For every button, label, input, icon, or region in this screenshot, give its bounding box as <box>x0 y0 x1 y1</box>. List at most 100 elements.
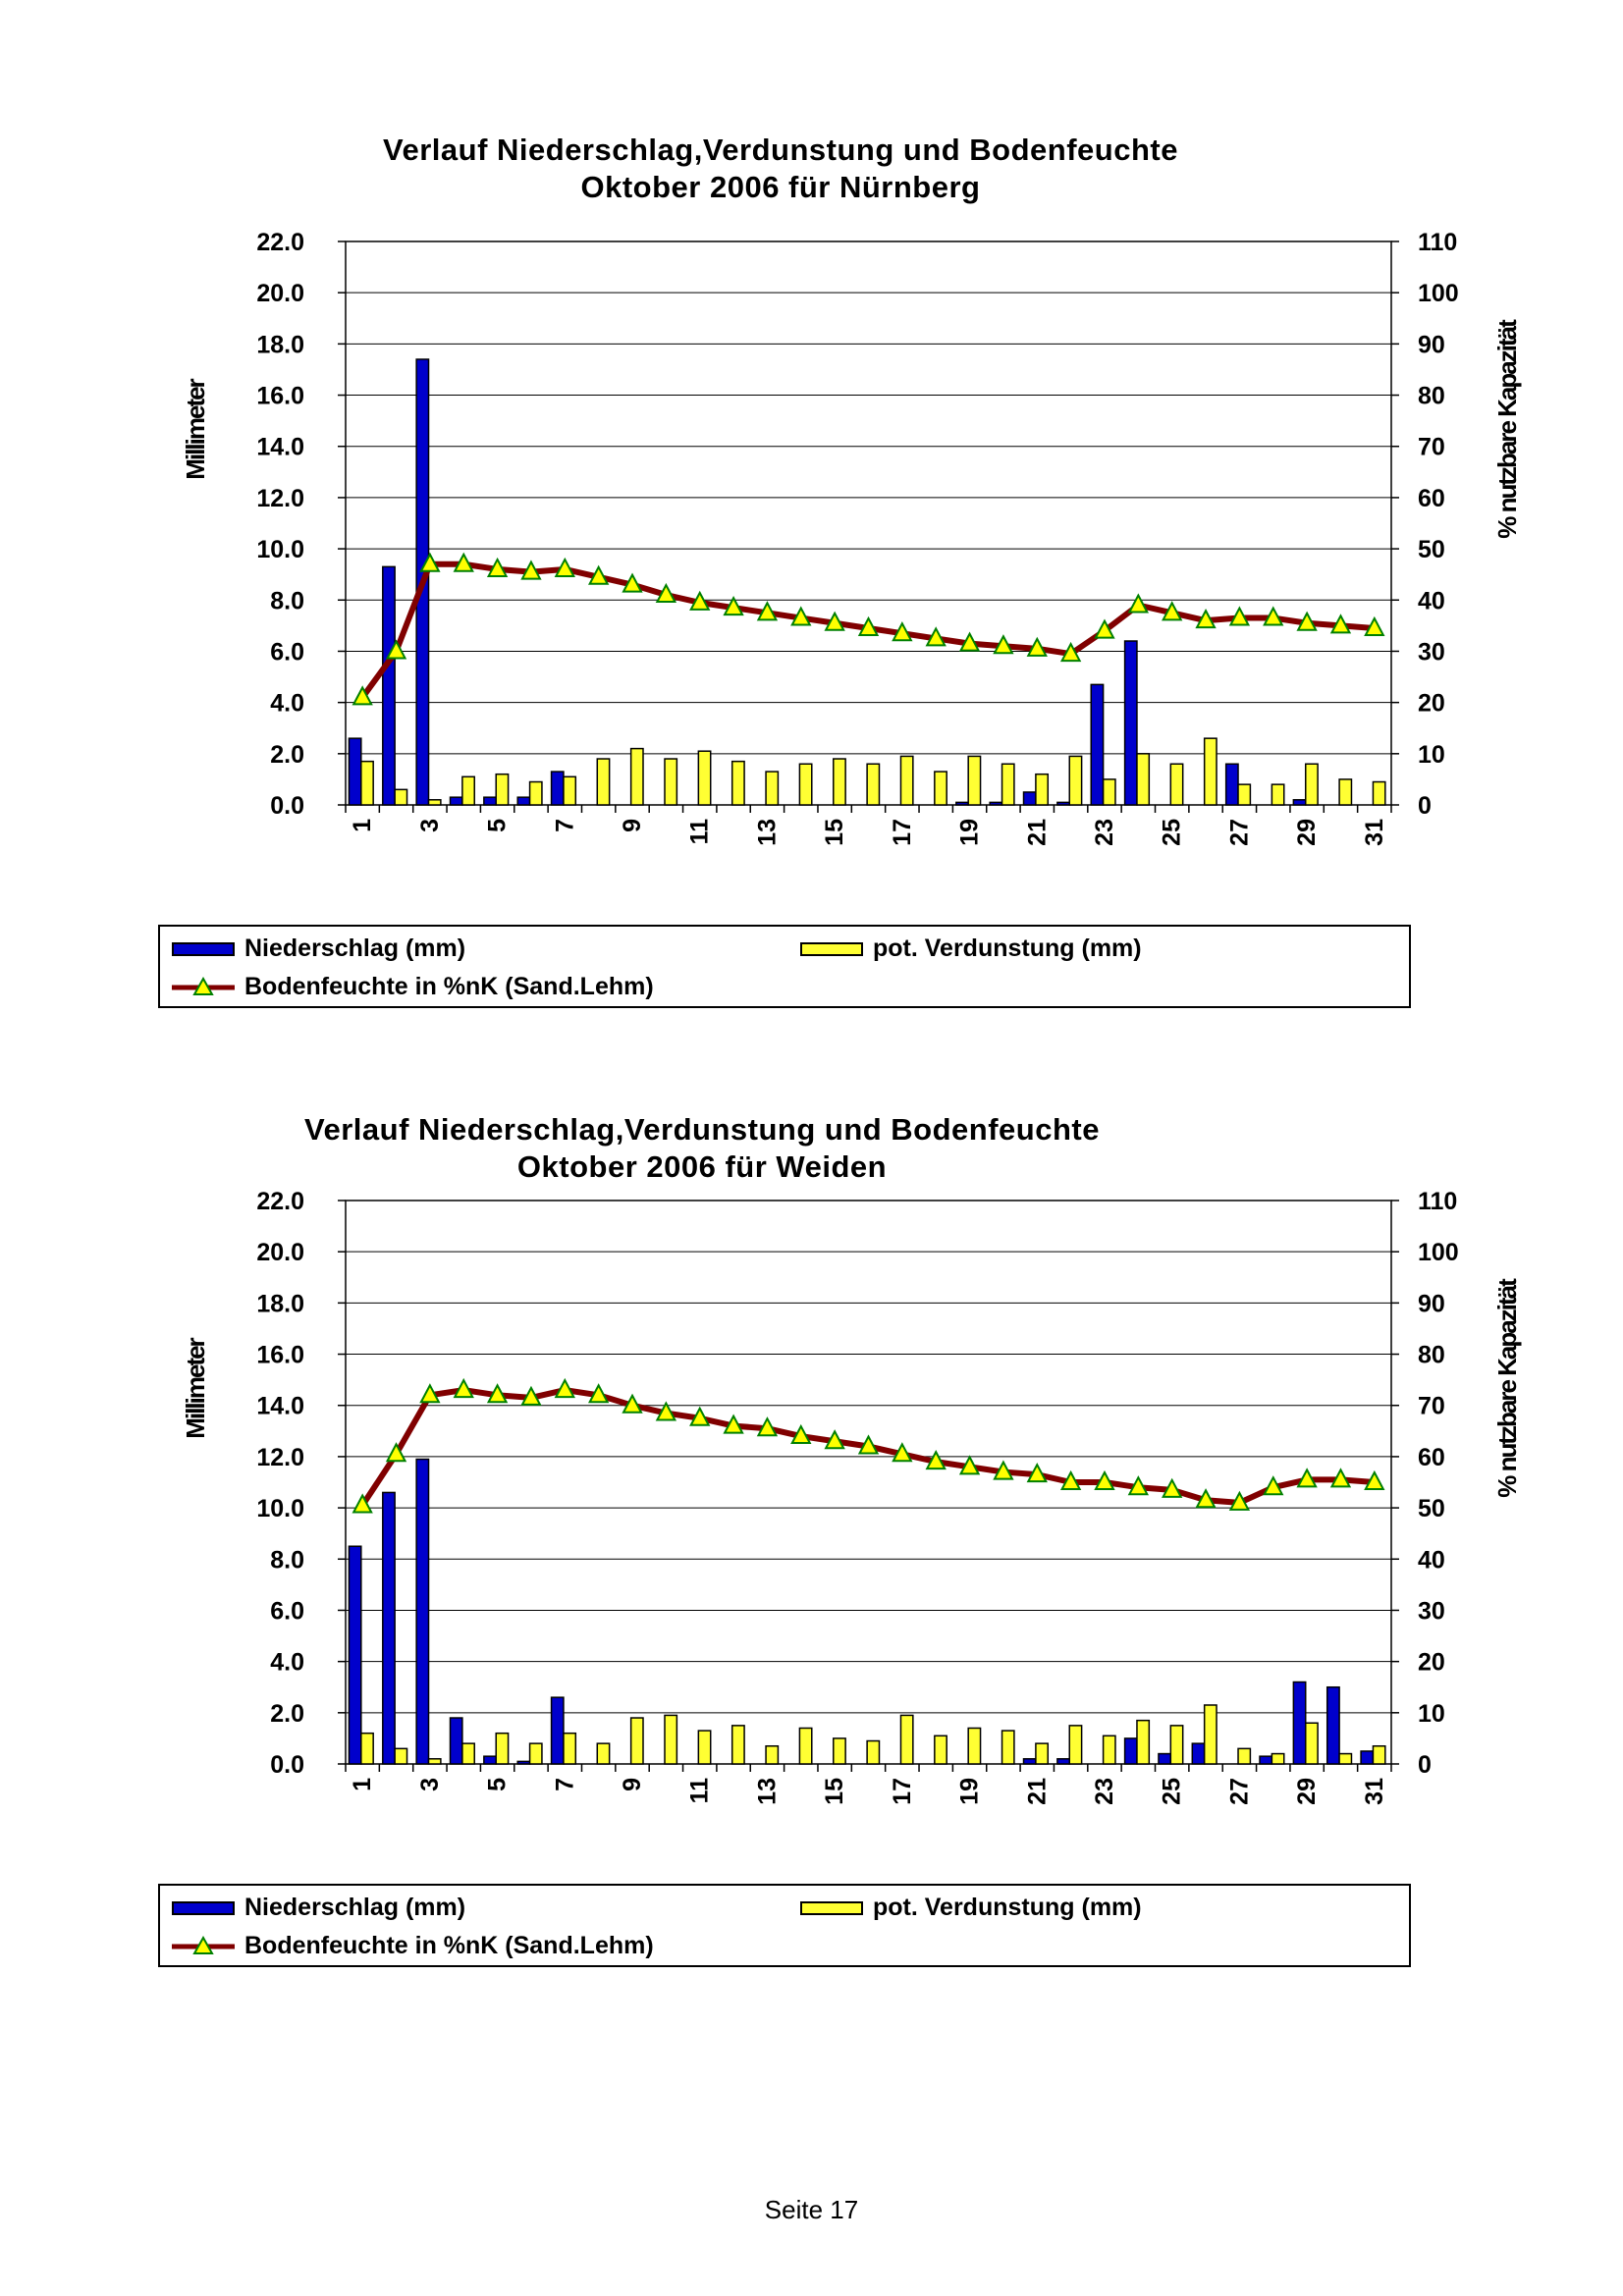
x-tick-label: 31 <box>1361 819 1388 846</box>
soil-moisture-marker <box>486 557 509 577</box>
x-tick-label: 27 <box>1225 1778 1253 1805</box>
soil-moisture-marker <box>1195 1488 1217 1509</box>
y-tick-label: 12.0 <box>256 485 304 512</box>
page-footer: Seite 17 <box>764 2195 859 2224</box>
x-tick-label: 19 <box>956 1778 984 1805</box>
y2-tick-label: 40 <box>1418 1546 1445 1574</box>
y-tick-label: 2.0 <box>270 741 304 769</box>
soil-moisture-marker <box>1094 1469 1115 1490</box>
soil-moisture-marker <box>1228 1490 1251 1511</box>
bar-evap <box>798 1727 813 1765</box>
y2-tick-label: 110 <box>1418 1188 1457 1215</box>
y-tick-label: 0.0 <box>270 1751 304 1779</box>
soil-moisture-marker <box>655 582 677 604</box>
bar-evap <box>934 1735 947 1765</box>
legend: Niederschlag (mm) pot. Verdunstung (mm) … <box>158 1884 1411 1967</box>
soil-moisture-marker <box>1195 609 1217 629</box>
bar-evap <box>1237 783 1252 806</box>
soil-moisture-marker <box>1296 1468 1318 1488</box>
soil-moisture-marker <box>1127 1475 1149 1496</box>
soil-moisture-marker <box>453 1377 474 1399</box>
bar-evap <box>427 1758 442 1765</box>
legend-swatch-evap <box>800 941 863 956</box>
y2-axis-title: % nutzbare Kapazität <box>1492 319 1522 539</box>
y-tick-label: 0.0 <box>270 792 304 820</box>
y2-tick-label: 110 <box>1418 229 1457 256</box>
bar-evap <box>563 775 577 806</box>
y2-tick-label: 20 <box>1418 690 1445 718</box>
x-tick-label: 13 <box>753 1778 781 1805</box>
bar-precip <box>550 771 565 806</box>
x-tick-label: 19 <box>956 819 984 846</box>
soil-moisture-marker <box>352 685 373 706</box>
plot-frame <box>345 1200 1392 1765</box>
soil-moisture-marker <box>1162 601 1183 621</box>
y-tick-label: 20.0 <box>256 1239 304 1266</box>
soil-moisture-marker <box>857 1434 880 1455</box>
x-tick-label: 5 <box>484 1778 512 1791</box>
soil-moisture-marker <box>1228 606 1251 626</box>
soil-moisture-marker <box>1364 1469 1385 1490</box>
legend-swatch-evap <box>800 1900 863 1915</box>
bar-precip <box>1292 799 1307 806</box>
x-tick-label: 25 <box>1159 819 1186 846</box>
legend-label-precip: Niederschlag (mm) <box>244 934 466 962</box>
legend-label-soil: Bodenfeuchte in %nK (Sand.Lehm) <box>244 973 654 1000</box>
soil-moisture-marker <box>1296 611 1318 631</box>
bar-evap <box>1068 1725 1083 1765</box>
bar-evap <box>629 747 644 806</box>
bar-evap <box>664 1714 678 1765</box>
bar-evap <box>1304 763 1319 806</box>
y-tick-label: 14.0 <box>256 434 304 461</box>
y-tick-label: 4.0 <box>270 1649 304 1677</box>
y2-tick-label: 80 <box>1418 1342 1445 1369</box>
y-tick-label: 10.0 <box>256 1495 304 1522</box>
bar-evap <box>1102 778 1116 806</box>
bar-evap <box>563 1732 577 1765</box>
soil-moisture-marker <box>993 1460 1014 1480</box>
y2-tick-label: 70 <box>1418 434 1445 461</box>
y-axis-title: Millimeter <box>181 1337 210 1438</box>
chart-subtitle: Oktober 2006 für Weiden <box>516 1149 888 1184</box>
bar-precip <box>1325 1685 1340 1765</box>
y-tick-label: 10.0 <box>256 536 304 563</box>
soil-moisture-marker <box>824 1429 845 1450</box>
y-tick-label: 4.0 <box>270 690 304 718</box>
y2-tick-label: 100 <box>1418 280 1459 307</box>
soil-moisture-marker <box>588 1383 610 1404</box>
legend: Niederschlag (mm) pot. Verdunstung (mm) … <box>158 925 1411 1008</box>
bar-evap <box>394 788 408 806</box>
x-tick-label: 27 <box>1225 819 1253 846</box>
legend-item-precip: Niederschlag (mm) <box>172 934 465 963</box>
bar-precip <box>1123 1737 1138 1765</box>
legend-item-precip: Niederschlag (mm) <box>172 1894 465 1922</box>
bar-evap <box>1237 1747 1252 1765</box>
bar-evap <box>1035 773 1050 806</box>
x-tick-label: 21 <box>1023 819 1051 846</box>
x-tick-label: 3 <box>416 819 444 832</box>
bar-evap <box>360 1732 374 1765</box>
bar-evap <box>596 758 611 806</box>
y-tick-label: 2.0 <box>270 1700 304 1728</box>
bar-precip <box>1360 1750 1375 1765</box>
soil-moisture-marker <box>385 1442 407 1463</box>
legend-label-soil: Bodenfeuchte in %nK (Sand.Lehm) <box>244 1932 654 1959</box>
bar-evap <box>360 760 374 806</box>
soil-moisture-marker <box>1329 1468 1352 1488</box>
legend-line-marker-icon <box>172 976 235 995</box>
bar-precip <box>1022 1758 1037 1765</box>
y-tick-label: 8.0 <box>270 587 304 614</box>
bar-precip <box>382 1491 396 1765</box>
bar-precip <box>1259 1755 1273 1765</box>
y2-tick-label: 20 <box>1418 1649 1445 1677</box>
bar-precip <box>1224 763 1239 806</box>
x-tick-label: 17 <box>889 819 916 846</box>
x-tick-label: 31 <box>1361 1778 1388 1805</box>
bar-precip <box>348 1545 362 1765</box>
legend-swatch-precip <box>172 1900 235 1915</box>
soil-moisture-marker <box>689 1406 711 1426</box>
soil-moisture-marker <box>520 560 542 580</box>
bar-precip <box>1022 791 1037 806</box>
chart-subtitle: Oktober 2006 für Nürnberg <box>580 170 981 204</box>
soil-moisture-marker <box>993 634 1014 655</box>
